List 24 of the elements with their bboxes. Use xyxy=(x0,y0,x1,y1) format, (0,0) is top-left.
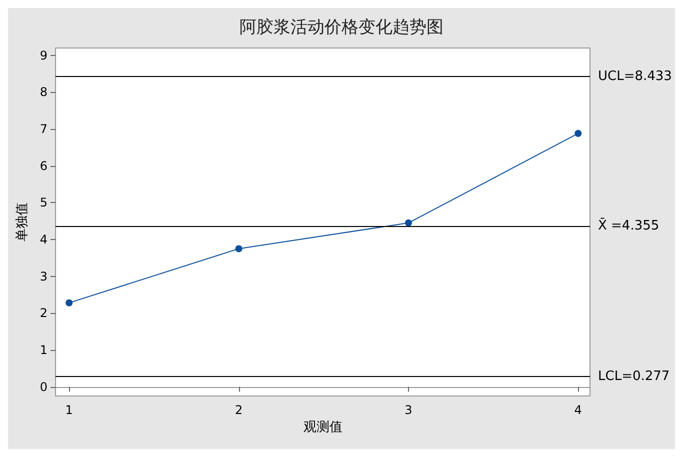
chart-title: 阿胶浆活动价格变化趋势图 xyxy=(240,18,444,38)
point xyxy=(574,130,582,137)
point xyxy=(404,219,412,226)
y-axis-title: 单独值 xyxy=(15,202,30,242)
y-tick-label: 9 xyxy=(40,48,48,62)
point xyxy=(66,299,73,306)
y-tick-label: 6 xyxy=(40,158,48,173)
x-tick-label: 2 xyxy=(234,403,243,417)
x-tick-label: 1 xyxy=(65,403,73,417)
y-tick-label: 2 xyxy=(40,306,48,320)
y-tick-label: 5 xyxy=(40,196,48,210)
x-tick-label: 4 xyxy=(574,403,582,417)
y-tick-label: 3 xyxy=(40,269,48,284)
ref-line-label: UCL=8.433 xyxy=(598,68,672,84)
y-tick-label: 7 xyxy=(40,122,48,136)
point xyxy=(235,245,242,252)
y-tick-label: 8 xyxy=(40,85,48,100)
x-axis-title: 观测值 xyxy=(303,420,342,435)
x-tick-label: 3 xyxy=(404,403,412,417)
y-tick-label: 0 xyxy=(40,380,48,394)
y-tick-label: 4 xyxy=(40,232,48,246)
ref-line-label: LCL=0.277 xyxy=(598,368,670,384)
y-tick-label: 1 xyxy=(40,342,48,357)
ref-line-label: X̄ =4.355 xyxy=(598,217,660,234)
